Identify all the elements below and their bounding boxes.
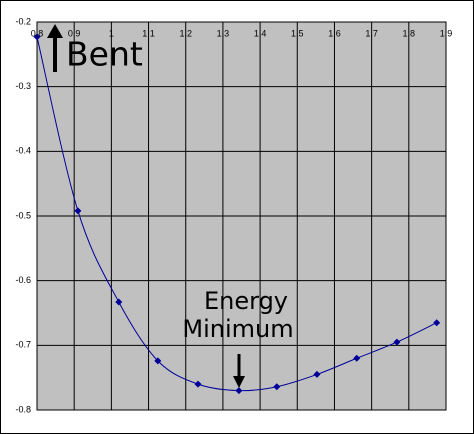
y-tick-label: -0.6 <box>15 275 31 285</box>
marker <box>235 387 243 395</box>
arrow-head <box>47 24 63 38</box>
annotation: Energy <box>204 287 288 315</box>
marker <box>74 207 82 215</box>
y-tick-label: -0.7 <box>15 340 31 350</box>
x-tick-label: 0.9 <box>68 28 81 38</box>
marker <box>115 298 123 306</box>
annotation: Bent <box>66 35 143 74</box>
y-tick-label: -0.3 <box>15 81 31 91</box>
marker <box>433 319 441 327</box>
marker <box>33 33 41 41</box>
marks <box>33 33 441 395</box>
x-tick-label: 1.6 <box>328 28 341 38</box>
y-tick-label: -0.2 <box>15 16 31 26</box>
y-tick-label: -0.5 <box>15 210 31 220</box>
y-tick-label: -0.4 <box>15 146 31 156</box>
marker <box>393 338 401 346</box>
x-tick-label: 1.1 <box>142 28 155 38</box>
marker <box>313 370 321 378</box>
marker <box>154 357 162 365</box>
arrow-head <box>233 376 245 388</box>
annotation: Minimum <box>182 315 293 343</box>
x-tick-label: 1 <box>109 28 114 38</box>
x-tick-label: 1.4 <box>254 28 267 38</box>
marker <box>194 380 202 388</box>
x-tick-label: 1.8 <box>403 28 416 38</box>
marker <box>273 383 281 391</box>
x-tick-label: 0.8 <box>31 28 44 38</box>
x-tick-label: 1.5 <box>291 28 304 38</box>
x-tick-label: 1.7 <box>365 28 378 38</box>
x-tick-label: 1.3 <box>217 28 230 38</box>
x-tick-label: 1.9 <box>440 28 453 38</box>
x-tick-label: 1.2 <box>179 28 192 38</box>
grid <box>36 21 447 411</box>
marker <box>353 354 361 362</box>
line <box>36 36 437 392</box>
y-tick-label: -0.8 <box>15 404 31 414</box>
